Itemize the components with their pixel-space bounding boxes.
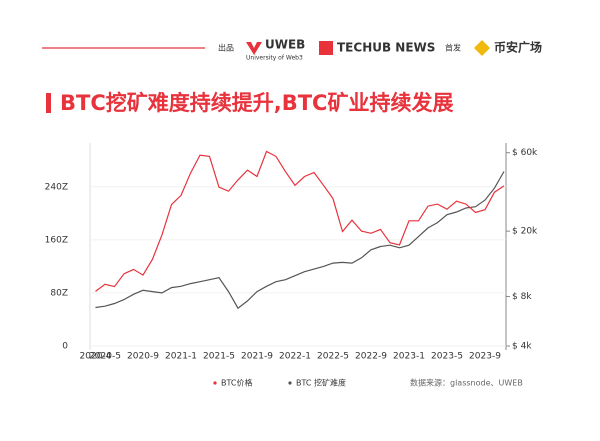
first: 首发 [445, 43, 461, 53]
legend-marker [288, 381, 292, 385]
x-tick-label: 2022-9 [355, 352, 387, 362]
title-bar [46, 93, 51, 113]
binance-logo [474, 40, 490, 56]
series-line [95, 150, 505, 292]
y2-tick-label: $ 8k [512, 292, 532, 302]
source: 数据来源：glassnode、UWEB [410, 378, 523, 388]
y2-tick-label: $ 60k [512, 148, 538, 158]
produced: 出品 [218, 43, 234, 53]
y-tick-label: 0 [62, 342, 68, 352]
x-tick-label: 2022-1 [279, 352, 311, 362]
x-tick-label: 2022-5 [317, 352, 349, 362]
x-tick-label: 2020-5 [89, 352, 121, 362]
techub-logo [319, 41, 333, 55]
y-tick-label: 240Z [45, 182, 68, 192]
y2-tick-label: $ 20k [512, 227, 538, 237]
x-tick-label: 2021-5 [203, 352, 235, 362]
x-tick-label: 2021-1 [165, 352, 197, 362]
binance: 币安广场 [494, 40, 542, 55]
x-tick-label: 2020-4 [80, 352, 112, 362]
legend-label: BTC价格 [221, 378, 253, 388]
techub: TECHUB NEWS [337, 41, 435, 55]
uweb: UWEB [265, 38, 305, 52]
uweb-logo [246, 42, 262, 55]
x-tick-label: 2023-9 [469, 352, 501, 362]
y-tick-label: 80Z [50, 288, 68, 298]
y2-tick-label: $ 4k [512, 342, 532, 352]
x-tick-label: 2020-9 [127, 352, 159, 362]
series-line [95, 171, 505, 310]
y-tick-label: 160Z [45, 235, 68, 245]
x-tick-label: 2023-1 [393, 352, 425, 362]
x-tick-label: 2023-5 [431, 352, 463, 362]
slide-title: BTC挖矿难度持续提升,BTC矿业持续发展 [60, 91, 453, 115]
legend-marker [213, 381, 217, 385]
x-tick-label: 2021-9 [241, 352, 273, 362]
legend-label: BTC 挖矿难度 [296, 378, 346, 388]
uweb-sub: University of Web3 [246, 55, 303, 62]
